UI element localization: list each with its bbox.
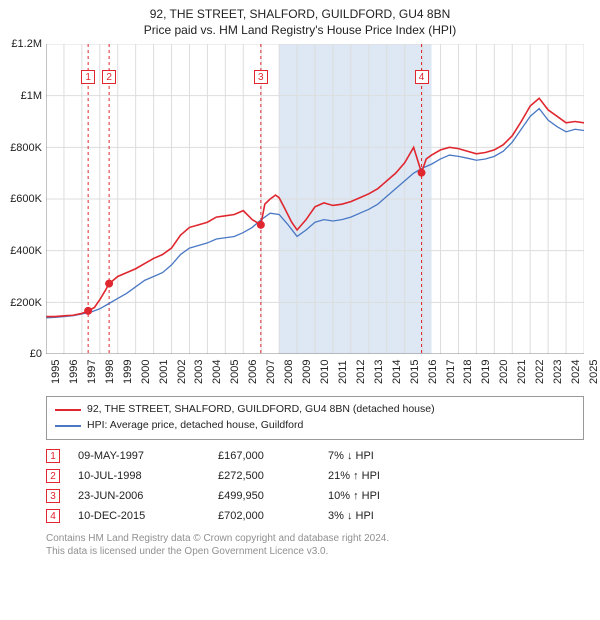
x-tick-label: 2018 — [462, 360, 474, 384]
x-tick-label: 1999 — [122, 360, 134, 384]
legend-swatch — [55, 425, 81, 427]
x-tick-label: 2015 — [409, 360, 421, 384]
sale-diff: 7% ↓ HPI — [328, 450, 448, 462]
event-marker: 3 — [46, 489, 60, 503]
x-tick-label: 1997 — [86, 360, 98, 384]
footer-copyright: Contains HM Land Registry data © Crown c… — [46, 532, 584, 546]
sale-date: 10-JUL-1998 — [78, 470, 218, 482]
legend-item: 92, THE STREET, SHALFORD, GUILDFORD, GU4… — [55, 402, 575, 418]
x-tick-label: 2012 — [355, 360, 367, 384]
sales-table: 1 09-MAY-1997£167,0007% ↓ HPI 2 10-JUL-1998… — [46, 446, 584, 526]
x-tick-label: 2016 — [427, 360, 439, 384]
y-tick-label: £1M — [21, 90, 42, 102]
x-tick-label: 2013 — [373, 360, 385, 384]
x-tick-label: 2009 — [301, 360, 313, 384]
x-tick-label: 2019 — [480, 360, 492, 384]
chart-titles: 92, THE STREET, SHALFORD, GUILDFORD, GU4… — [0, 0, 600, 40]
y-axis-labels: £0£200K£400K£600K£800K£1M£1.2M — [2, 44, 42, 354]
title-subtitle: Price paid vs. HM Land Registry's House … — [10, 22, 590, 38]
x-tick-label: 1998 — [104, 360, 116, 384]
x-tick-label: 2010 — [319, 360, 331, 384]
x-tick-label: 2025 — [588, 360, 600, 384]
legend: 92, THE STREET, SHALFORD, GUILDFORD, GU4… — [46, 396, 584, 440]
x-axis-labels: 1995 1996 1997 1998 1999 2000 2001 2002 2003 2004… — [46, 354, 584, 390]
event-marker: 4 — [46, 509, 60, 523]
sale-price: £272,500 — [218, 470, 328, 482]
event-marker: 2 — [102, 70, 116, 84]
sale-date: 23-JUN-2006 — [78, 490, 218, 502]
footer: Contains HM Land Registry data © Crown c… — [46, 532, 584, 559]
x-tick-label: 2023 — [552, 360, 564, 384]
legend-label: 92, THE STREET, SHALFORD, GUILDFORD, GU4… — [87, 402, 435, 418]
sale-diff: 10% ↑ HPI — [328, 490, 448, 502]
sale-date: 10-DEC-2015 — [78, 510, 218, 522]
y-tick-label: £200K — [10, 297, 42, 309]
y-tick-label: £600K — [10, 193, 42, 205]
x-tick-label: 2002 — [176, 360, 188, 384]
x-tick-label: 2003 — [193, 360, 205, 384]
x-tick-label: 2014 — [391, 360, 403, 384]
x-tick-label: 2005 — [229, 360, 241, 384]
title-address: 92, THE STREET, SHALFORD, GUILDFORD, GU4… — [10, 6, 590, 22]
y-tick-label: £0 — [30, 348, 42, 360]
x-tick-label: 2024 — [570, 360, 582, 384]
y-tick-label: £1.2M — [11, 38, 42, 50]
chart: £0£200K£400K£600K£800K£1M£1.2M 1234 — [46, 44, 584, 354]
y-tick-label: £800K — [10, 142, 42, 154]
event-marker: 1 — [46, 449, 60, 463]
sale-date: 09-MAY-1997 — [78, 450, 218, 462]
event-marker: 3 — [254, 70, 268, 84]
x-tick-label: 2011 — [337, 361, 349, 385]
legend-label: HPI: Average price, detached house, Guil… — [87, 418, 303, 434]
x-tick-label: 2008 — [283, 360, 295, 384]
x-tick-label: 2006 — [247, 360, 259, 384]
legend-item: HPI: Average price, detached house, Guil… — [55, 418, 575, 434]
page: 92, THE STREET, SHALFORD, GUILDFORD, GU4… — [0, 0, 600, 559]
sale-diff: 3% ↓ HPI — [328, 510, 448, 522]
sales-row: 2 10-JUL-1998£272,50021% ↑ HPI — [46, 466, 584, 486]
sale-diff: 21% ↑ HPI — [328, 470, 448, 482]
event-marker: 2 — [46, 469, 60, 483]
x-tick-label: 2007 — [265, 360, 277, 384]
event-marker: 1 — [81, 70, 95, 84]
sale-price: £499,950 — [218, 490, 328, 502]
sales-row: 3 23-JUN-2006£499,95010% ↑ HPI — [46, 486, 584, 506]
chart-svg — [46, 44, 584, 354]
y-tick-label: £400K — [10, 245, 42, 257]
x-tick-label: 2020 — [498, 360, 510, 384]
sales-row: 4 10-DEC-2015£702,0003% ↓ HPI — [46, 506, 584, 526]
sale-price: £167,000 — [218, 450, 328, 462]
sales-row: 1 09-MAY-1997£167,0007% ↓ HPI — [46, 446, 584, 466]
sale-price: £702,000 — [218, 510, 328, 522]
x-tick-label: 2021 — [516, 360, 528, 384]
event-marker: 4 — [415, 70, 429, 84]
x-tick-label: 2017 — [445, 360, 457, 384]
x-tick-label: 2004 — [211, 360, 223, 384]
x-tick-label: 2022 — [534, 360, 546, 384]
x-tick-label: 2001 — [158, 360, 170, 384]
legend-swatch — [55, 409, 81, 411]
footer-licence: This data is licensed under the Open Gov… — [46, 545, 584, 559]
x-tick-label: 2000 — [140, 360, 152, 384]
x-tick-label: 1996 — [68, 360, 80, 384]
x-tick-label: 1995 — [50, 360, 62, 384]
